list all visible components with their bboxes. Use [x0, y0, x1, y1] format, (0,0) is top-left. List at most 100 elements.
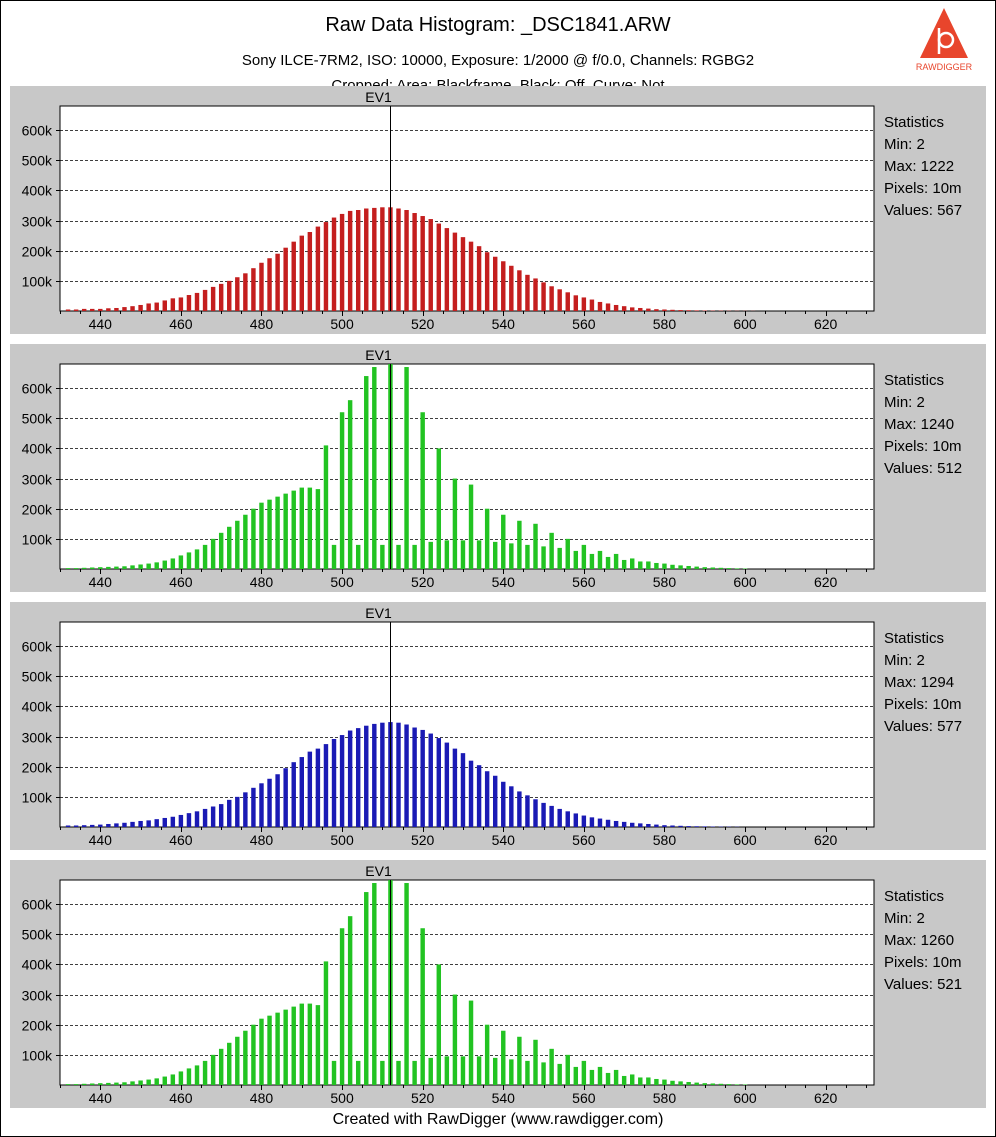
histogram-bar: [484, 1024, 490, 1085]
histogram-bar: [646, 1077, 651, 1085]
histogram-bar: [243, 514, 248, 569]
histogram-bar: [444, 228, 450, 311]
histogram-chart-g2: 100k 200k 300k 400k 500k 600k 440 460 480 500 520 5…: [22, 863, 875, 1106]
histogram-bar: [65, 309, 71, 311]
histogram-bar: [517, 1036, 522, 1085]
histogram-bar: [678, 825, 683, 827]
x-tick-label: 480: [250, 574, 274, 590]
y-tick-label: 500k: [22, 669, 53, 685]
histogram-bar: [170, 816, 176, 827]
stat-pixels: Pixels: 10m: [884, 954, 962, 971]
histogram-bar: [73, 309, 79, 311]
plot-area: [59, 879, 875, 1086]
histogram-bar: [646, 561, 651, 569]
histogram-bar: [146, 303, 151, 311]
histogram-bar: [541, 282, 546, 311]
x-tick-label: 460: [169, 1090, 193, 1106]
histogram-bar: [557, 547, 562, 569]
histogram-bar: [347, 210, 353, 311]
histogram-bar: [452, 748, 458, 827]
histogram-bar: [541, 1062, 546, 1085]
x-tick-label: 540: [492, 832, 516, 848]
histogram-bar: [638, 561, 643, 569]
histogram-bar: [452, 232, 458, 311]
histogram-bar: [170, 558, 176, 569]
plot-area: [59, 363, 875, 570]
y-tick-label: 400k: [22, 183, 53, 199]
histogram-bar: [380, 722, 385, 827]
y-tick-label: 200k: [22, 760, 53, 776]
x-tick-label: 440: [89, 1090, 113, 1106]
report-title: Raw Data Histogram: _DSC1841.ARW: [325, 14, 671, 36]
histogram-bar: [621, 559, 627, 569]
histogram-bar: [412, 213, 417, 311]
histogram-bar: [90, 308, 95, 311]
histogram-bar: [436, 448, 442, 569]
histogram-bar: [243, 273, 248, 311]
histogram-bar: [98, 308, 103, 311]
histogram-bar: [630, 558, 635, 569]
histogram-bar: [492, 256, 498, 311]
y-tick-label: 100k: [22, 274, 53, 290]
x-tick-label: 540: [492, 1090, 516, 1106]
histogram-bar: [589, 299, 595, 311]
histogram-bar: [428, 1057, 433, 1085]
histogram-bar: [235, 796, 240, 827]
histogram-bar: [130, 1081, 135, 1085]
histogram-bar: [452, 994, 458, 1085]
histogram-bar: [81, 567, 87, 569]
histogram-bar: [186, 552, 192, 569]
x-tick-label: 460: [169, 832, 193, 848]
histogram-bar: [364, 725, 369, 827]
histogram-bar: [654, 1078, 659, 1085]
histogram-bar: [170, 1074, 176, 1085]
stat-values: Values: 512: [884, 460, 963, 477]
histogram-bar: [154, 819, 159, 827]
histogram-bar: [315, 489, 321, 569]
histogram-bar: [436, 738, 442, 827]
x-tick-label: 600: [733, 574, 757, 590]
histogram-bar: [589, 1069, 595, 1085]
x-tick-label: 520: [411, 574, 435, 590]
histogram-bar: [114, 566, 119, 569]
histogram-bar: [420, 412, 425, 569]
histogram-bar: [130, 821, 135, 827]
histogram-bar: [444, 540, 450, 569]
histogram-bar: [323, 445, 329, 569]
histogram-bar: [613, 304, 619, 311]
y-tick-label: 100k: [22, 1048, 53, 1064]
histogram-bar: [90, 1083, 95, 1085]
histogram-bar: [509, 1059, 514, 1085]
histogram-bar: [355, 1060, 361, 1085]
histogram-bar: [194, 549, 200, 569]
stat-max: Max: 1222: [884, 158, 955, 175]
rawdigger-logo: RAWDIGGER: [916, 6, 973, 76]
histogram-bar: [686, 826, 691, 827]
y-tick-label: 400k: [22, 699, 53, 715]
x-tick-label: 520: [411, 832, 435, 848]
x-tick-label: 440: [89, 574, 113, 590]
histogram-bar: [702, 1083, 707, 1085]
stat-pixels: Pixels: 10m: [884, 180, 962, 197]
histogram-bar: [460, 237, 466, 311]
histogram-bar: [299, 1003, 304, 1085]
histogram-panel-b: 100k 200k 300k 400k 500k 600k 440 460 480 500 520 5…: [10, 602, 986, 850]
histogram-bar: [702, 826, 707, 827]
histogram-bar: [565, 811, 570, 827]
histogram-bar: [73, 568, 79, 569]
histogram-bar: [654, 309, 659, 311]
histogram-bar: [396, 544, 401, 569]
statistics-block: Statistics Min: 2 Max: 1240 Pixels: 10m Valu…: [884, 370, 962, 480]
histogram-bar: [130, 306, 135, 311]
stat-heading: Statistics: [884, 888, 945, 905]
histogram-bar: [694, 566, 699, 569]
histogram-bar: [162, 560, 167, 569]
histogram-bar: [468, 484, 474, 569]
histogram-bar: [428, 733, 433, 827]
histogram-bar: [162, 300, 167, 311]
histogram-bar: [380, 544, 385, 569]
histogram-bar: [549, 1048, 554, 1085]
histogram-bar: [364, 208, 369, 311]
histogram-bar: [307, 487, 313, 569]
histogram-bar: [670, 825, 675, 827]
